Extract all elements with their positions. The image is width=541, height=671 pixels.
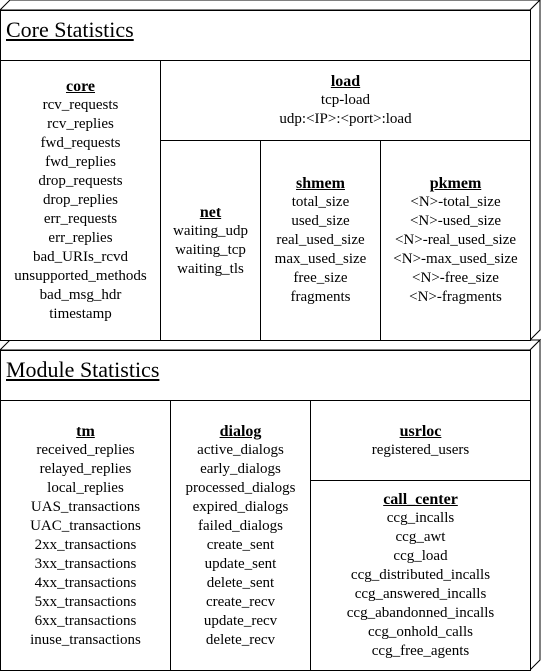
stat-item: ccg_distributed_incalls	[350, 567, 491, 583]
stat-item: rcv_replies	[47, 116, 114, 132]
module-cube-top-face	[0, 339, 541, 351]
call-center-group: call_center ccg_incalls ccg_awt ccg_load cc…	[310, 480, 531, 671]
stat-item: waiting_tcp	[175, 241, 246, 258]
core-group: core rcv_requests rcv_replies fwd_requests…	[0, 60, 161, 341]
stat-item: UAS_transactions	[30, 498, 141, 515]
tm-group-title: tm	[76, 422, 95, 440]
stat-item: update_recv	[203, 612, 278, 629]
call-center-group-items: ccg_incalls ccg_awt ccg_load ccg_distribute…	[347, 509, 494, 661]
stat-item: create_sent	[206, 536, 275, 553]
stat-item: update_sent	[204, 555, 277, 572]
stat-item: delete_recv	[205, 631, 276, 648]
stat-item: ccg_incalls	[386, 510, 455, 526]
module-statistics-panel: Module Statistics	[0, 350, 531, 671]
load-group: load tcp-load udp:<IP>:<port>:load	[160, 60, 531, 141]
stat-item: registered_users	[371, 441, 470, 458]
stat-item: free_size	[293, 270, 348, 286]
stat-item: drop_requests	[38, 173, 123, 189]
core-group-title: core	[65, 78, 95, 95]
stat-item: udp:<IP>:<port>:load	[279, 111, 412, 127]
stat-item: max_used_size	[274, 251, 367, 267]
stat-item: drop_replies	[43, 192, 118, 208]
stat-item: received_replies	[36, 441, 135, 458]
stat-item: <N>-used_size	[409, 213, 502, 229]
stat-item: ccg_awt	[395, 529, 446, 545]
stat-item: 3xx_transactions	[34, 555, 137, 572]
pkmem-group: pkmem <N>-total_size <N>-used_size <N>-rea…	[380, 140, 531, 341]
stat-item: 6xx_transactions	[34, 612, 137, 629]
stat-item: used_size	[291, 213, 350, 229]
stat-item: fwd_requests	[40, 135, 121, 151]
call-center-group-title: call_center	[383, 491, 458, 508]
shmem-group-items: total_size used_size real_used_size max_use…	[275, 193, 367, 307]
pkmem-group-title: pkmem	[429, 175, 482, 192]
tm-group: tm received_replies relayed_replies local_…	[0, 400, 171, 671]
usrloc-group-title: usrloc	[399, 422, 442, 440]
stat-item: UAC_transactions	[30, 517, 141, 534]
stat-item: processed_dialogs	[185, 479, 296, 496]
stat-item: <N>-total_size	[410, 194, 501, 210]
net-group: net waiting_udp waiting_tcp waiting_tls	[160, 140, 261, 341]
stat-item: timestamp	[49, 306, 112, 322]
stat-item: fragments	[290, 289, 351, 305]
module-statistics-header: Module Statistics	[1, 351, 530, 401]
shmem-group-title: shmem	[296, 175, 345, 192]
core-group-items: rcv_requests rcv_replies fwd_requests fwd_r…	[14, 96, 147, 324]
stat-item: failed_dialogs	[198, 517, 283, 534]
stat-item: err_requests	[43, 211, 118, 227]
stat-item: unsupported_methods	[14, 268, 147, 284]
usrloc-group-items: registered_users	[372, 441, 469, 460]
stat-item: <N>-max_used_size	[393, 251, 518, 267]
usrloc-group: usrloc registered_users	[310, 400, 531, 481]
stat-item: <N>-free_size	[412, 270, 499, 286]
stat-item: 5xx_transactions	[34, 593, 137, 610]
pkmem-group-items: <N>-total_size <N>-used_size <N>-real_used…	[393, 193, 517, 307]
tm-group-items: received_replies relayed_replies local_rep…	[30, 441, 141, 650]
load-group-items: tcp-load udp:<IP>:<port>:load	[279, 91, 411, 129]
stat-item: ccg_answered_incalls	[354, 586, 487, 602]
stat-item: create_recv	[205, 593, 276, 610]
core-statistics-header: Core Statistics	[1, 11, 530, 61]
stat-item: ccg_abandonned_incalls	[346, 605, 495, 621]
net-group-title: net	[199, 203, 222, 221]
stat-item: bad_URIs_rcvd	[33, 249, 128, 265]
stat-item: waiting_tls	[177, 260, 244, 277]
stat-item: fwd_replies	[45, 154, 116, 170]
dialog-group-title: dialog	[219, 422, 262, 440]
stat-item: ccg_free_agents	[371, 643, 470, 659]
stat-item: total_size	[291, 194, 350, 210]
stat-item: local_replies	[47, 479, 124, 496]
stat-item: inuse_transactions	[30, 631, 141, 648]
stat-item: waiting_udp	[173, 222, 248, 239]
stat-item: <N>-real_used_size	[394, 232, 517, 248]
stat-item: err_replies	[48, 230, 113, 246]
stat-item: delete_sent	[206, 574, 275, 591]
load-group-title: load	[330, 73, 361, 90]
stat-item: real_used_size	[276, 232, 365, 248]
module-statistics-title: Module Statistics	[6, 357, 160, 382]
stat-item: bad_msg_hdr	[39, 287, 122, 303]
stat-item: 2xx_transactions	[34, 536, 137, 553]
stat-item: early_dialogs	[200, 460, 281, 477]
module-cube-side-face	[529, 338, 541, 671]
stat-item: relayed_replies	[39, 460, 132, 477]
stat-item: 4xx_transactions	[34, 574, 137, 591]
core-statistics-title: Core Statistics	[6, 17, 134, 42]
stat-item: ccg_load	[393, 548, 448, 564]
stat-item: tcp-load	[320, 92, 371, 108]
stat-item: expired_dialogs	[192, 498, 289, 515]
stat-item: active_dialogs	[197, 441, 284, 458]
stat-item: ccg_onhold_calls	[368, 624, 473, 640]
core-cube-side-face	[529, 0, 541, 342]
stat-item: rcv_requests	[42, 97, 119, 113]
core-cube-top-face	[0, 0, 541, 11]
dialog-group-items: active_dialogs early_dialogs processed_dia…	[186, 441, 296, 650]
stat-item: <N>-fragments	[409, 289, 502, 305]
net-group-items: waiting_udp waiting_tcp waiting_tls	[173, 222, 248, 279]
